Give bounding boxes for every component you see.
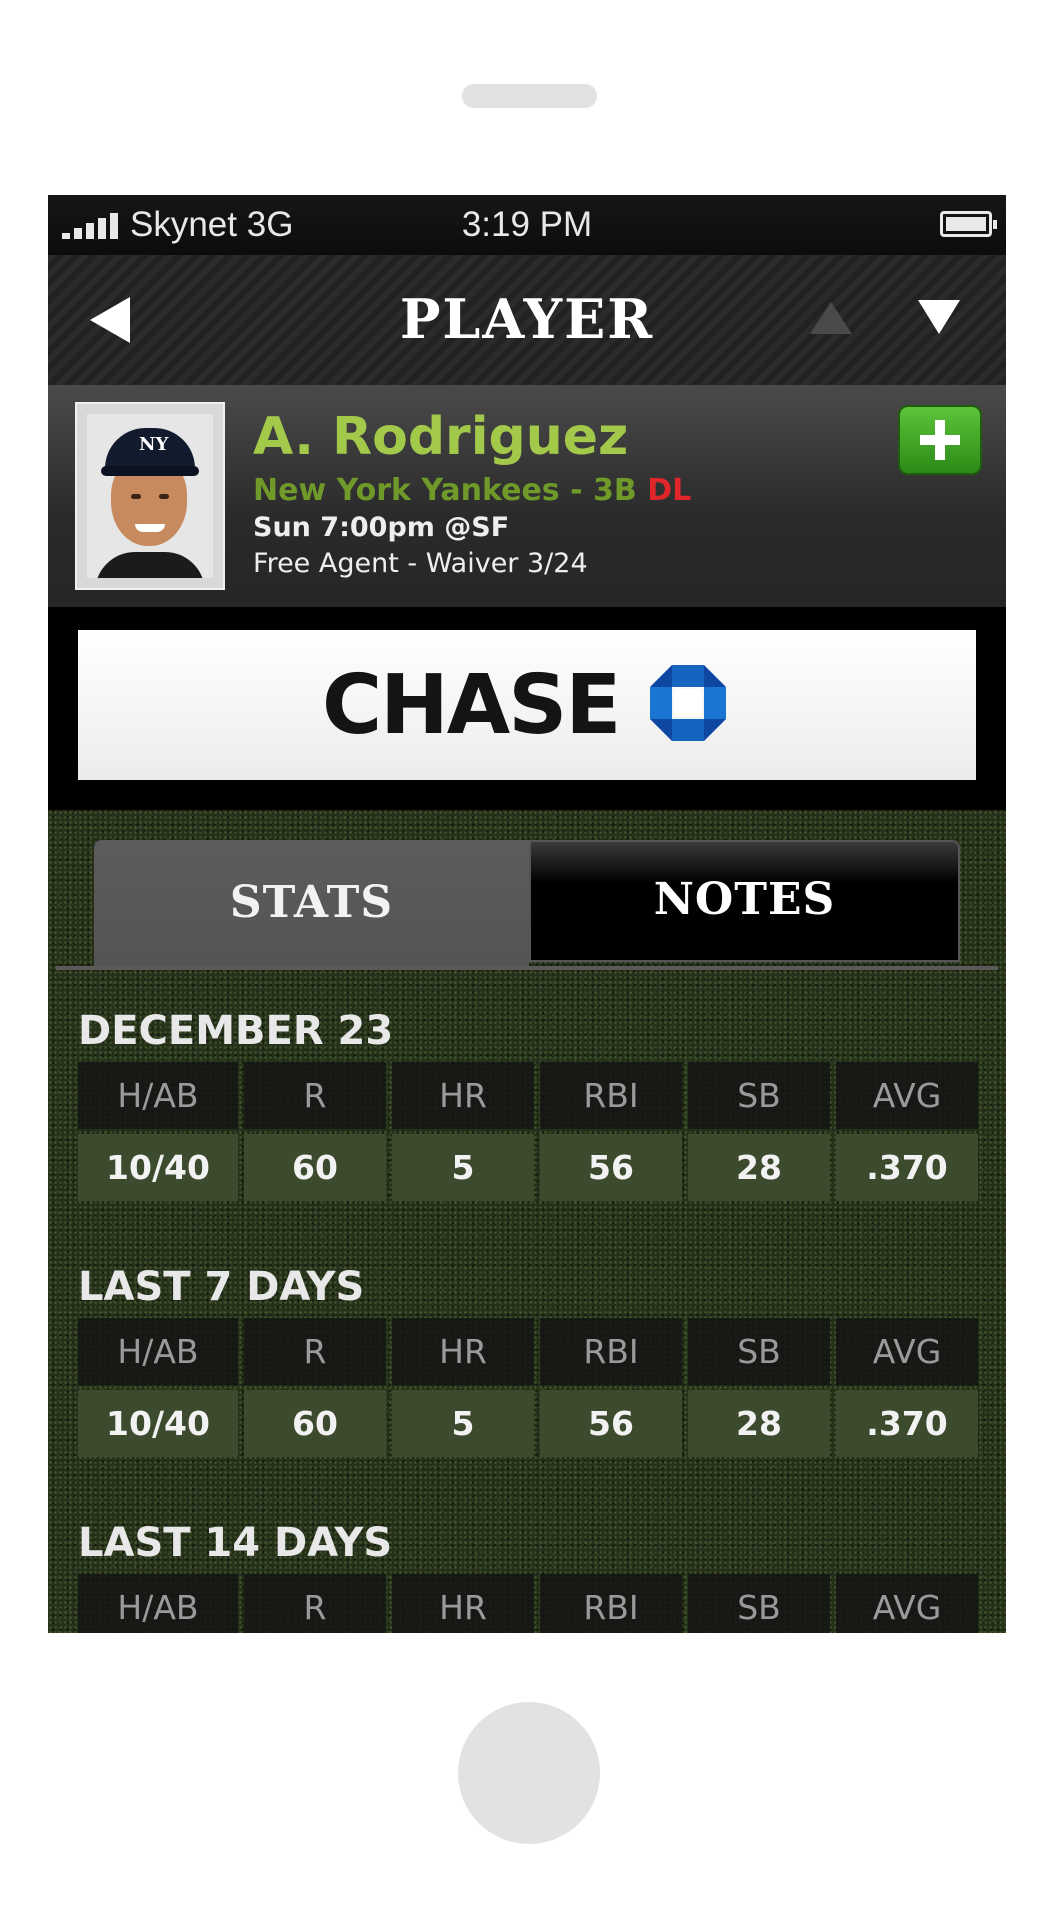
chase-ad[interactable]: CHASE (78, 630, 976, 780)
stat-column-header: H/AB (78, 1062, 238, 1129)
stat-value-cell: 60 (244, 1390, 386, 1457)
stat-value-cell: 10/40 (78, 1390, 238, 1457)
stat-column-header: H/AB (78, 1318, 238, 1385)
stat-column-header: RBI (540, 1574, 682, 1633)
section-title: DECEMBER 23 (78, 1008, 394, 1054)
player-name: A. Rodriguez (253, 407, 629, 467)
app-screen: Skynet 3G 3:19 PM PLAYER NY A. Rodriguez… (48, 195, 1006, 1633)
stat-column-header: AVG (836, 1318, 978, 1385)
back-arrow-icon[interactable] (90, 297, 130, 343)
carrier-label: Skynet 3G (130, 205, 294, 244)
tab-notes[interactable]: NOTES (529, 840, 960, 962)
stat-value-cell: 10/40 (78, 1134, 238, 1201)
signal-icon (62, 213, 122, 239)
section-title: LAST 7 DAYS (78, 1264, 365, 1310)
stat-column-header: HR (392, 1318, 534, 1385)
team-position-label: New York Yankees - 3B (253, 473, 637, 508)
stat-value-cell: 28 (688, 1134, 830, 1201)
stat-column-header: HR (392, 1062, 534, 1129)
stat-column-header: AVG (836, 1574, 978, 1633)
battery-icon (940, 211, 997, 237)
stat-column-header: RBI (540, 1318, 682, 1385)
stat-value-cell: 56 (540, 1134, 682, 1201)
add-player-button[interactable] (898, 405, 982, 475)
tab-divider (56, 966, 998, 970)
player-photo: NY (75, 402, 225, 590)
stat-column-header: R (244, 1062, 386, 1129)
previous-player-icon[interactable] (810, 302, 852, 334)
stat-column-header: HR (392, 1574, 534, 1633)
cap-logo: NY (139, 434, 169, 455)
status-bar: Skynet 3G 3:19 PM (48, 195, 1006, 255)
phone-speaker (462, 84, 597, 108)
stat-column-header: R (244, 1318, 386, 1385)
stat-column-header: SB (688, 1318, 830, 1385)
next-game: Sun 7:00pm @SF (253, 512, 510, 543)
stat-value-cell: .370 (836, 1390, 978, 1457)
stat-column-header: R (244, 1574, 386, 1633)
stat-column-header: AVG (836, 1062, 978, 1129)
stat-value-cell: 60 (244, 1134, 386, 1201)
stat-column-header: SB (688, 1574, 830, 1633)
stat-column-header: RBI (540, 1062, 682, 1129)
stat-column-header: SB (688, 1062, 830, 1129)
page-title: PLAYER (399, 287, 655, 351)
player-header: NY A. Rodriguez New York Yankees - 3B DL… (48, 385, 1006, 607)
stat-column-header: H/AB (78, 1574, 238, 1633)
ownership-status: Free Agent - Waiver 3/24 (253, 548, 588, 579)
chase-octagon-icon (650, 665, 726, 741)
injury-badge: DL (647, 473, 692, 508)
nav-bar: PLAYER (48, 255, 1006, 387)
section-title: LAST 14 DAYS (78, 1520, 393, 1566)
next-player-icon[interactable] (918, 300, 960, 334)
home-button[interactable] (458, 1702, 600, 1844)
chase-wordmark: CHASE (322, 658, 621, 753)
player-team-position: New York Yankees - 3B DL (253, 471, 691, 511)
stat-value-cell: 28 (688, 1390, 830, 1457)
tab-stats[interactable]: STATS (94, 840, 529, 970)
status-time: 3:19 PM (461, 205, 593, 244)
stat-value-cell: 5 (392, 1390, 534, 1457)
stat-value-cell: .370 (836, 1134, 978, 1201)
ad-banner: CHASE (48, 607, 1006, 810)
stat-value-cell: 5 (392, 1134, 534, 1201)
stat-value-cell: 56 (540, 1390, 682, 1457)
